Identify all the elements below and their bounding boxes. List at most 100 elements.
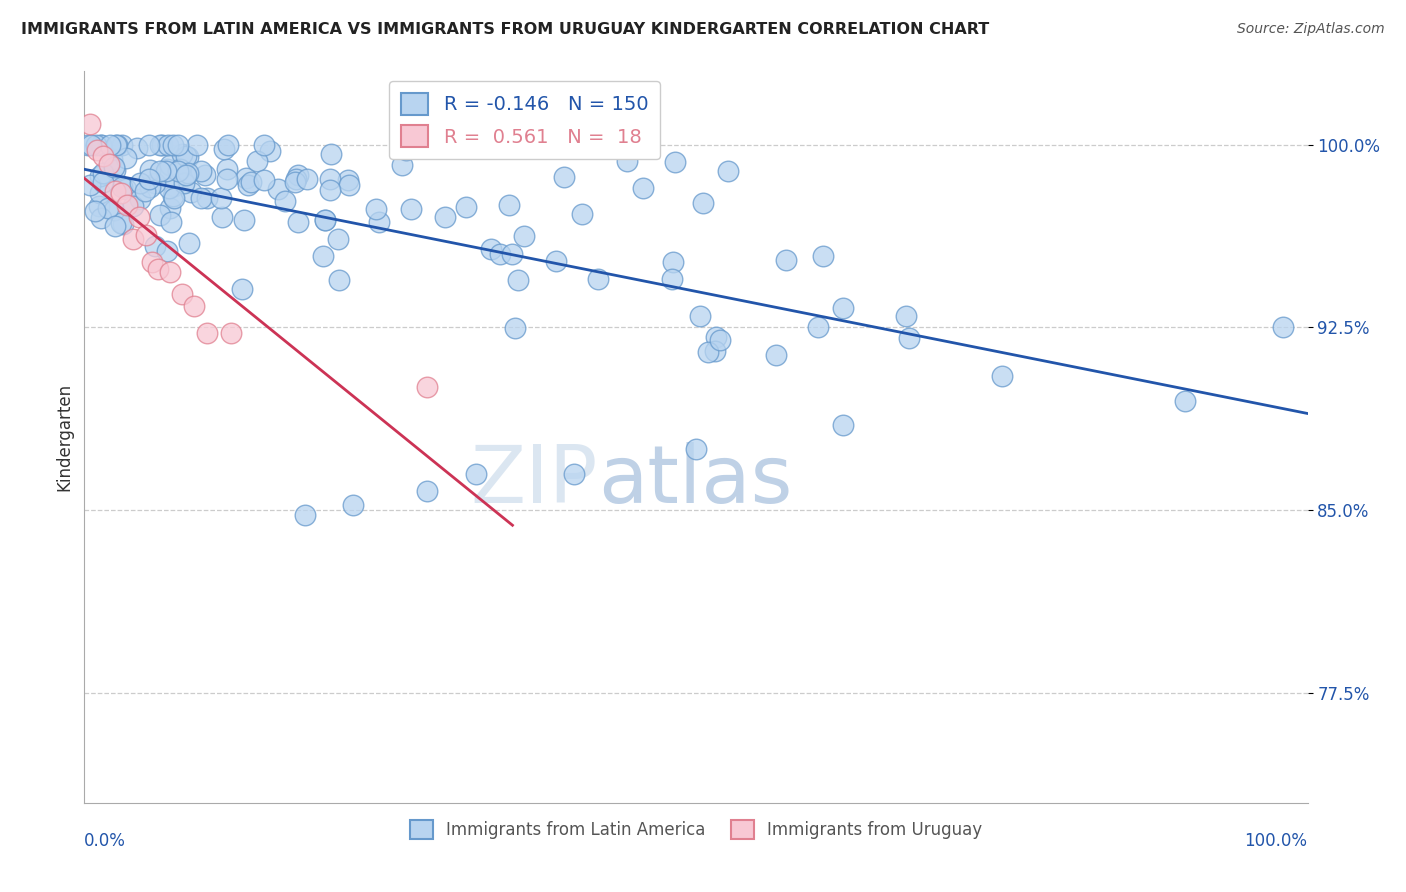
- Point: [179, 236, 201, 251]
- Point: [314, 212, 336, 227]
- Point: [176, 165, 198, 179]
- Point: [236, 178, 259, 192]
- Point: [139, 180, 162, 194]
- Point: [156, 244, 179, 258]
- Point: [831, 417, 853, 432]
- Point: [616, 154, 638, 169]
- Point: [190, 191, 212, 205]
- Point: [100, 152, 122, 166]
- Point: [89, 186, 111, 200]
- Point: [217, 162, 239, 177]
- Point: [692, 196, 714, 211]
- Point: [162, 179, 184, 194]
- Point: [110, 216, 132, 230]
- Point: [287, 169, 309, 183]
- Point: [717, 163, 740, 178]
- Point: [157, 137, 180, 152]
- Text: atlas: atlas: [598, 442, 793, 520]
- Point: [319, 172, 342, 186]
- Point: [897, 331, 920, 345]
- Point: [141, 255, 163, 269]
- Point: [77, 137, 100, 152]
- Point: [129, 192, 152, 206]
- Point: [395, 143, 418, 157]
- Point: [143, 176, 166, 190]
- Point: [416, 380, 439, 394]
- Point: [169, 162, 191, 177]
- Point: [138, 163, 160, 178]
- Point: [813, 249, 835, 263]
- Point: [284, 171, 307, 186]
- Point: [159, 265, 181, 279]
- Point: [506, 273, 529, 287]
- Point: [319, 183, 342, 197]
- Point: [544, 253, 567, 268]
- Point: [661, 271, 683, 285]
- Point: [83, 203, 105, 218]
- Point: [219, 326, 242, 340]
- Point: [217, 137, 239, 152]
- Point: [84, 137, 107, 152]
- Point: [162, 189, 184, 203]
- Point: [157, 180, 180, 194]
- Point: [297, 172, 319, 186]
- Point: [328, 272, 350, 286]
- Point: [562, 467, 585, 481]
- Point: [894, 309, 917, 323]
- Point: [135, 227, 157, 242]
- Point: [138, 137, 160, 152]
- Point: [391, 157, 413, 171]
- Point: [195, 326, 218, 340]
- Point: [97, 201, 120, 215]
- Point: [104, 163, 127, 178]
- Point: [1174, 393, 1197, 408]
- Point: [98, 137, 121, 152]
- Point: [479, 242, 502, 256]
- Point: [342, 499, 364, 513]
- Point: [662, 255, 685, 269]
- Point: [162, 137, 184, 152]
- Point: [162, 191, 184, 205]
- Point: [174, 149, 197, 163]
- Point: [111, 180, 134, 194]
- Point: [489, 247, 512, 261]
- Point: [571, 207, 593, 221]
- Point: [146, 261, 169, 276]
- Point: [111, 137, 134, 152]
- Text: ZIP: ZIP: [471, 442, 598, 520]
- Point: [235, 170, 257, 185]
- Point: [104, 219, 127, 233]
- Point: [89, 169, 111, 184]
- Point: [685, 442, 707, 457]
- Point: [709, 333, 731, 347]
- Point: [114, 151, 136, 165]
- Point: [134, 184, 156, 198]
- Point: [103, 160, 125, 174]
- Point: [112, 217, 135, 231]
- Point: [110, 186, 132, 201]
- Point: [401, 202, 423, 216]
- Point: [775, 252, 797, 267]
- Point: [831, 301, 853, 316]
- Point: [553, 169, 575, 184]
- Point: [104, 184, 127, 198]
- Point: [253, 173, 276, 187]
- Point: [145, 239, 167, 253]
- Point: [454, 200, 477, 214]
- Point: [90, 211, 112, 226]
- Point: [128, 176, 150, 190]
- Point: [253, 137, 276, 152]
- Point: [703, 343, 725, 358]
- Point: [194, 169, 217, 183]
- Point: [183, 299, 205, 313]
- Point: [664, 155, 686, 169]
- Point: [90, 137, 112, 152]
- Point: [464, 467, 486, 481]
- Point: [115, 198, 138, 212]
- Point: [284, 175, 307, 189]
- Point: [180, 185, 202, 199]
- Point: [498, 197, 520, 211]
- Point: [86, 143, 108, 157]
- Point: [211, 210, 233, 224]
- Point: [512, 228, 534, 243]
